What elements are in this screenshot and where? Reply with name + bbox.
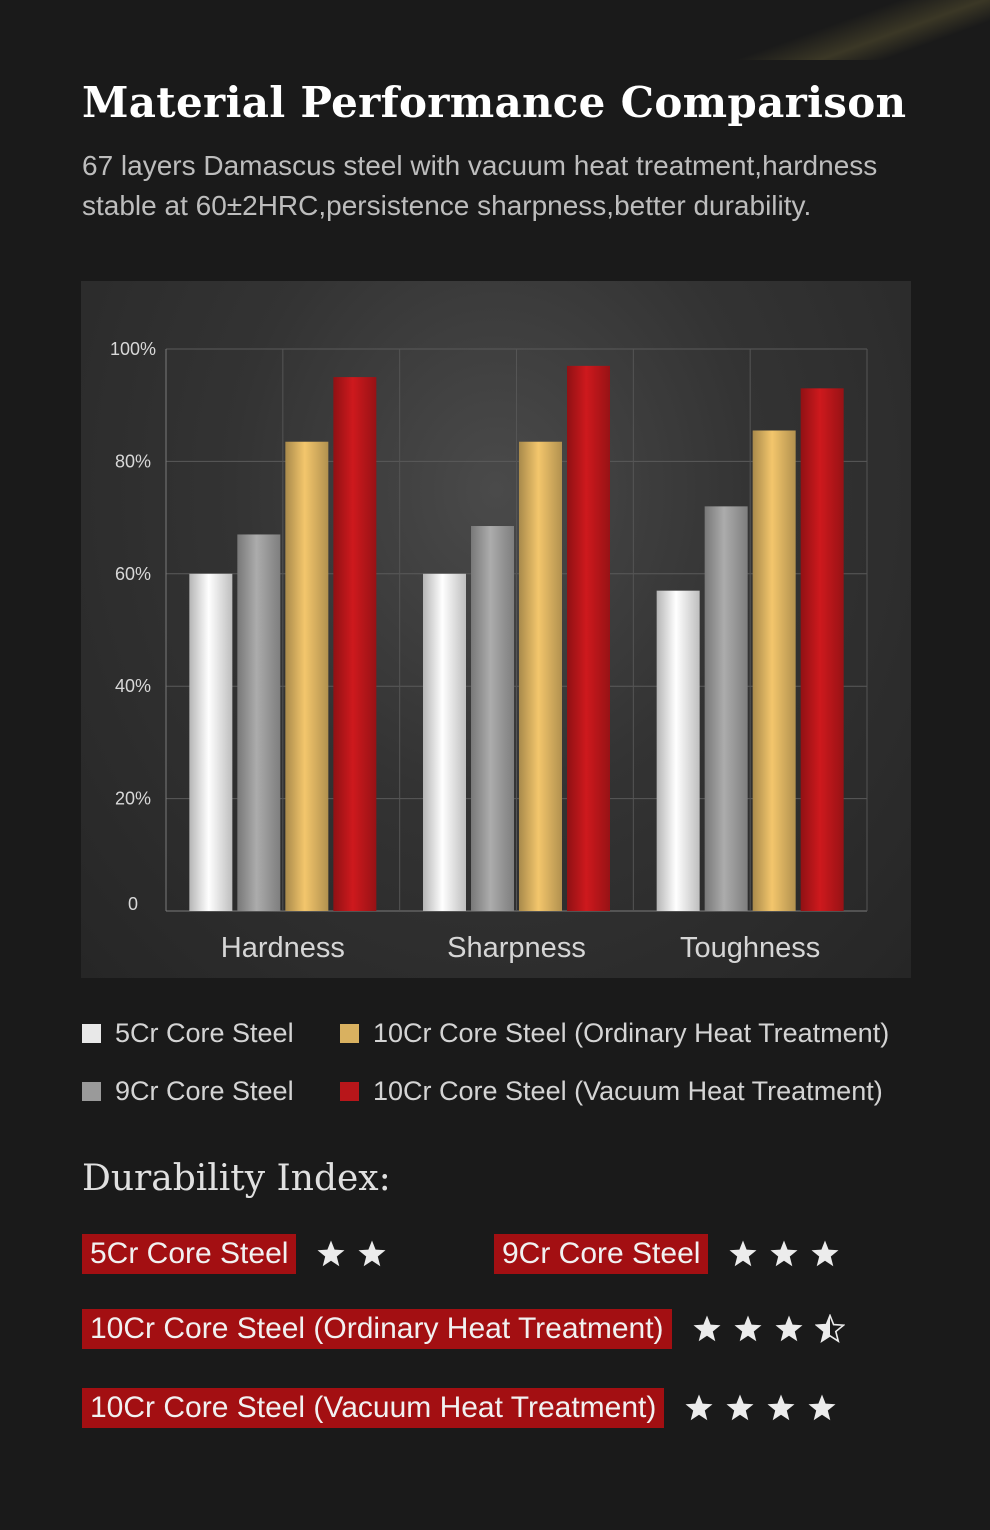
bar [285,441,329,911]
bar [519,441,562,911]
bar [471,526,514,911]
bar [333,377,377,912]
star-icon [692,1314,722,1344]
legend-swatch-icon [82,1024,101,1043]
star-icon [725,1393,755,1423]
star-icon [766,1393,796,1423]
durability-row-5cr: 5Cr Core Steel [82,1234,398,1274]
durability-row-10cr-vacuum: 10Cr Core Steel (Vacuum Heat Treatment) [82,1388,848,1428]
legend-item-10cr-vacuum: 10Cr Core Steel (Vacuum Heat Treatment) [340,1076,883,1107]
star-icon [774,1314,804,1344]
durability-title: Durability Index: [82,1158,391,1199]
x-tick-label: Hardness [221,932,345,964]
legend-label: 10Cr Core Steel (Vacuum Heat Treatment) [373,1076,883,1106]
x-tick-label: Sharpness [447,932,586,964]
page-title: Material Performance Comparison [82,78,907,127]
legend-label: 5Cr Core Steel [115,1018,294,1048]
y-tick-label: 60% [115,564,151,584]
half-star-icon [814,1314,845,1344]
star-rating [692,1314,856,1344]
legend-item-5cr: 5Cr Core Steel [82,1018,294,1049]
durability-label: 10Cr Core Steel (Ordinary Heat Treatment… [82,1309,672,1349]
y-tick-label: 80% [115,451,151,471]
legend-label: 9Cr Core Steel [115,1076,294,1106]
star-icon [769,1239,799,1269]
bar [567,365,610,911]
page-subtitle: 67 layers Damascus steel with vacuum hea… [82,150,878,221]
decorative-streak [730,0,990,60]
star-icon [357,1239,387,1269]
legend-swatch-icon [340,1082,359,1101]
star-rating [728,1239,851,1269]
star-icon [733,1314,763,1344]
star-icon [684,1393,714,1423]
bar [800,388,844,912]
y-tick-label: 100% [110,339,156,359]
bar [656,590,700,911]
y-tick-label: 20% [115,789,151,809]
star-icon [807,1393,837,1423]
star-rating [684,1393,848,1423]
y-tick-label: 40% [115,676,151,696]
legend-swatch-icon [340,1024,359,1043]
star-icon [316,1239,346,1269]
legend-item-10cr-ordinary: 10Cr Core Steel (Ordinary Heat Treatment… [340,1018,889,1049]
star-rating [316,1239,398,1269]
y-tick-label: 0 [128,894,138,914]
star-icon [728,1239,758,1269]
durability-label: 9Cr Core Steel [494,1234,709,1274]
durability-label: 5Cr Core Steel [82,1234,297,1274]
bar [423,573,466,911]
chart-panel: 0 20% 40% 60% 80% 100% Hardness Sharpness Toughn… [81,281,911,978]
bar-chart: 0 20% 40% 60% 80% 100% Hardness Sharpness Toughn… [110,339,868,964]
chart-legend: 5Cr Core Steel 10Cr Core Steel (Ordinary… [82,1010,932,1120]
star-icon [810,1239,840,1269]
legend-label: 10Cr Core Steel (Ordinary Heat Treatment… [373,1018,890,1048]
legend-item-9cr: 9Cr Core Steel [82,1076,294,1107]
durability-row-9cr: 9Cr Core Steel [494,1234,851,1274]
x-tick-label: Toughness [680,932,820,964]
legend-swatch-icon [82,1082,101,1101]
bar [189,573,233,911]
bar [752,430,796,911]
durability-row-10cr-ordinary: 10Cr Core Steel (Ordinary Heat Treatment… [82,1309,856,1349]
durability-label: 10Cr Core Steel (Vacuum Heat Treatment) [82,1388,665,1428]
bar [704,506,748,911]
bar [237,534,281,911]
